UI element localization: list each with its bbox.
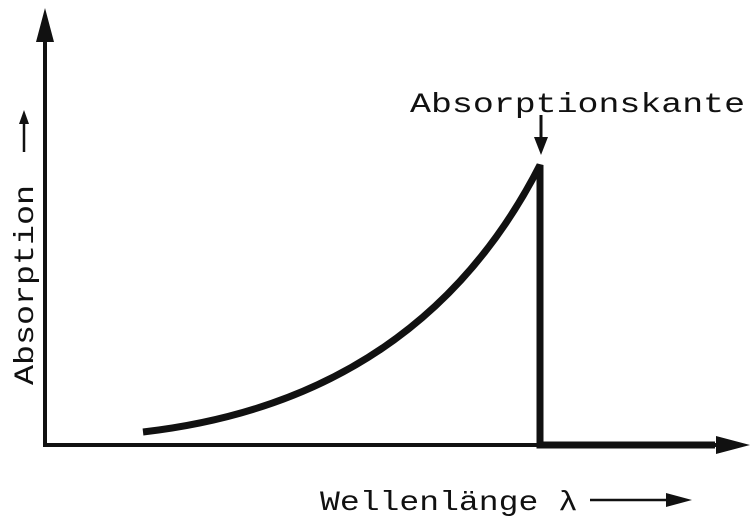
y-label-arrowhead bbox=[19, 110, 29, 124]
x-axis-arrowhead bbox=[716, 436, 750, 454]
annotation-arrowhead bbox=[534, 137, 548, 155]
y-axis-label: Absorption bbox=[11, 185, 42, 385]
annotation-label: Absorptionskante bbox=[410, 90, 745, 121]
x-axis-label: Wellenlänge λ bbox=[320, 488, 578, 519]
absorption-curve bbox=[142, 163, 715, 449]
y-axis-arrowhead bbox=[36, 8, 54, 42]
x-label-arrowhead bbox=[666, 493, 692, 507]
